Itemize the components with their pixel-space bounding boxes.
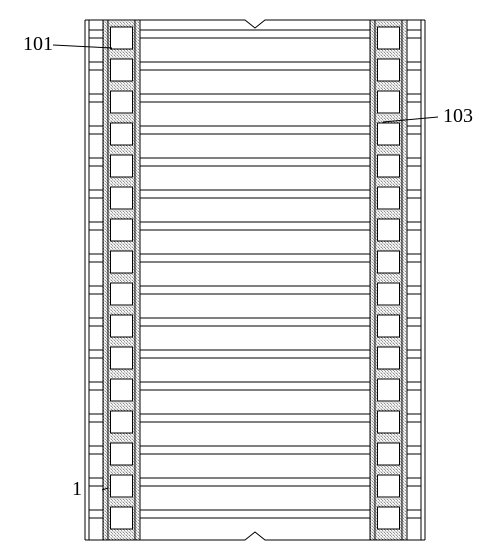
part-label: 101 [23,33,53,55]
technical-diagram: 101 103 1 [0,0,502,559]
part-label: 103 [443,105,473,127]
part-label: 1 [72,478,82,500]
